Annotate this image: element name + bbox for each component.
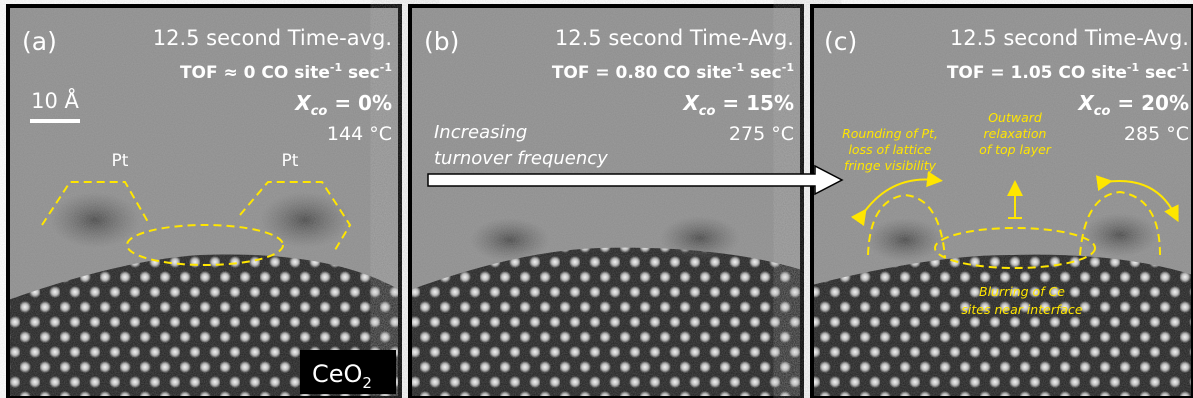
annotation: Rounding of Pt, <box>842 126 938 141</box>
particle-label: Pt <box>282 151 299 171</box>
tof: TOF ≈ 0 CO site-1 sec-1 <box>180 61 392 83</box>
tof-sup: -1 <box>1177 61 1189 74</box>
arrow-text: turnover frequency <box>434 148 608 169</box>
tof-unit: sec <box>1139 63 1177 83</box>
tof-main: TOF = 1.05 CO site <box>947 63 1127 83</box>
panel-label: (c) <box>824 27 857 56</box>
conv-sub: co <box>699 104 716 119</box>
conversion: Xco = 15% <box>681 91 794 119</box>
panel-label: (a) <box>22 27 57 56</box>
annotation: relaxation <box>984 126 1047 141</box>
tof: TOF = 0.80 CO site-1 sec-1 <box>552 61 794 83</box>
tof-main: TOF = 0.80 CO site <box>552 63 732 83</box>
panel-title: 12.5 second Time-avg. <box>153 26 392 50</box>
conv-value: = 0% <box>327 91 392 115</box>
scale-bar-label: 10 Å <box>31 87 79 113</box>
tof-sup: -1 <box>782 61 794 74</box>
tof-sup: -1 <box>732 61 744 74</box>
conv-symbol: X <box>293 91 312 115</box>
substrate-sub: 2 <box>362 374 372 392</box>
particle-label: Pt <box>112 151 129 171</box>
temperature: 144 °C <box>327 123 392 145</box>
tof: TOF = 1.05 CO site-1 sec-1 <box>947 61 1189 83</box>
arrow-text: Increasing <box>434 122 527 143</box>
temperature: 275 °C <box>729 123 794 145</box>
conv-value: = 20% <box>1110 91 1189 115</box>
conv-value: = 15% <box>715 91 794 115</box>
substrate-main: CeO <box>312 360 362 388</box>
annotation: fringe visibility <box>844 158 937 173</box>
annotation: Blurring of Ce <box>979 284 1065 299</box>
annotation: loss of lattice <box>848 142 931 157</box>
tof-unit: sec <box>744 63 782 83</box>
temperature: 285 °C <box>1124 123 1189 145</box>
conv-sub: co <box>311 104 328 119</box>
annotation: Outward <box>988 110 1042 125</box>
conversion: Xco = 20% <box>1076 91 1189 119</box>
annotation: sites near interface <box>961 302 1083 317</box>
conversion: Xco = 0% <box>293 91 392 119</box>
conv-sub: co <box>1094 104 1111 119</box>
panel-label: (b) <box>424 27 459 56</box>
conv-symbol: X <box>1076 91 1095 115</box>
panel-title: 12.5 second Time-Avg. <box>950 26 1189 50</box>
annotation: of top layer <box>979 142 1052 157</box>
figure: (a) 12.5 second Time-avg. TOF ≈ 0 CO sit… <box>0 0 1193 398</box>
tof-main: TOF ≈ 0 CO site <box>180 63 330 83</box>
tof-sup: -1 <box>380 61 392 74</box>
panel-title: 12.5 second Time-Avg. <box>555 26 794 50</box>
tof-sup: -1 <box>330 61 342 74</box>
conv-symbol: X <box>681 91 700 115</box>
tof-unit: sec <box>342 63 380 83</box>
tof-sup: -1 <box>1127 61 1139 74</box>
